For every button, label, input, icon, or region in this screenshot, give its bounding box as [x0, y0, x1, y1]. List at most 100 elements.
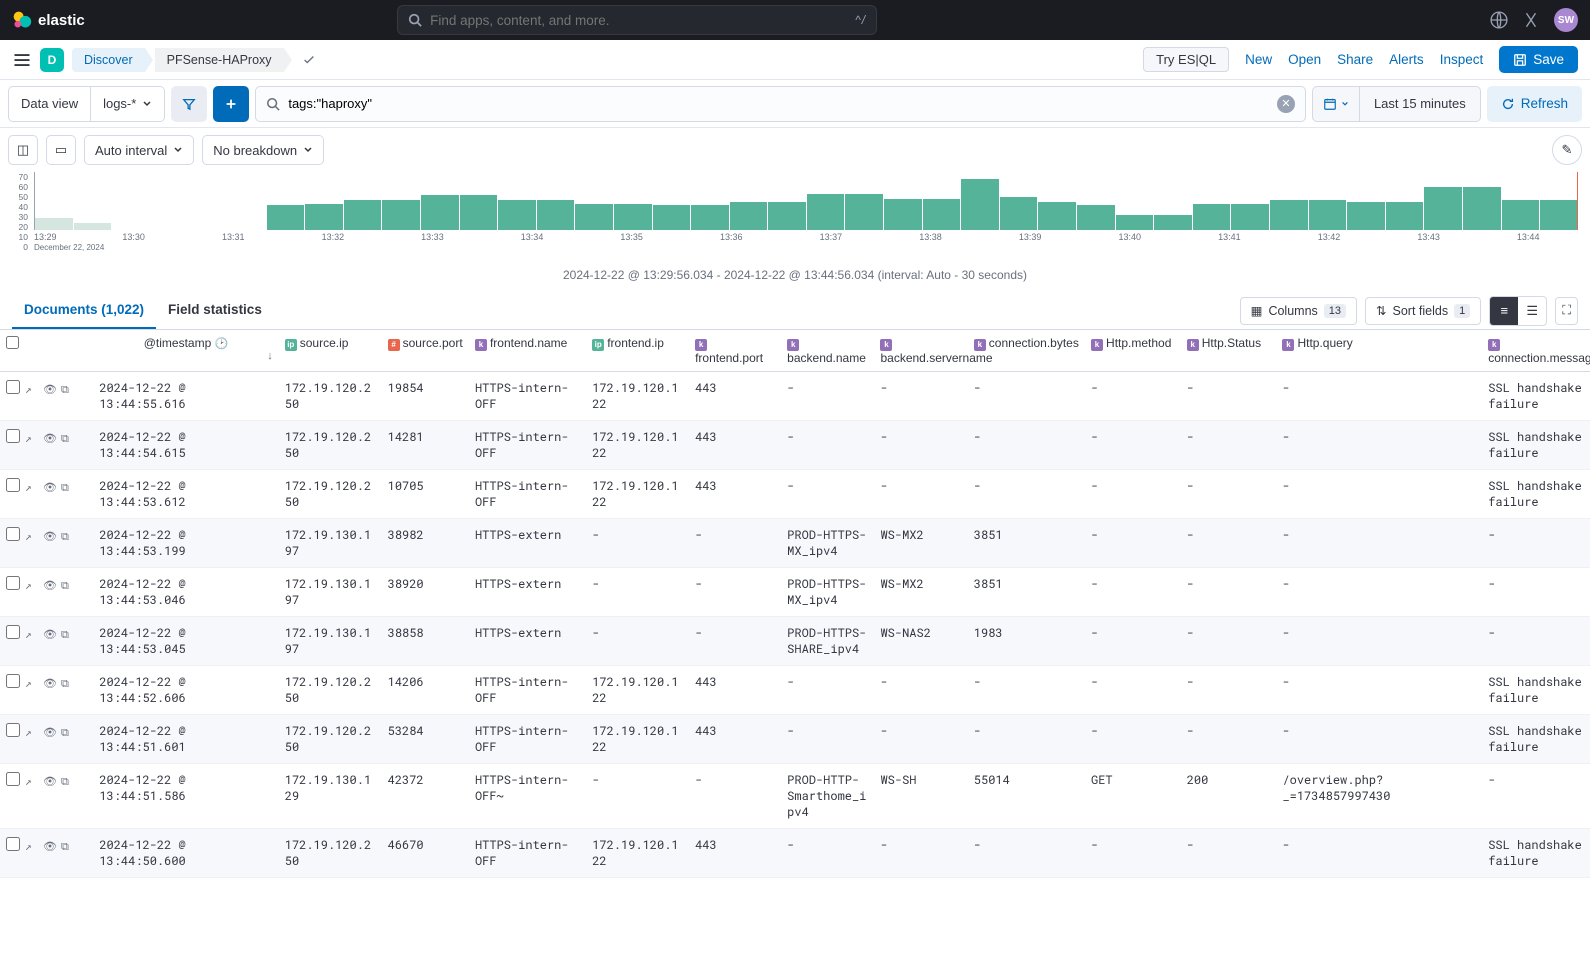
histogram-bar[interactable]	[267, 205, 305, 230]
view-doc-icon[interactable]: 👁	[43, 381, 56, 394]
column-header[interactable]: kfrontend.name	[469, 330, 586, 372]
row-checkbox[interactable]	[6, 576, 20, 590]
histogram-chart[interactable]: 706050403020100 13:29December 22, 202413…	[0, 172, 1590, 262]
column-header[interactable]: ipsource.ip	[279, 330, 382, 372]
row-checkbox[interactable]	[6, 772, 20, 786]
histogram-bar[interactable]	[730, 202, 768, 230]
view-doc-icon[interactable]: 👁	[43, 724, 56, 737]
histogram-bar[interactable]	[1463, 187, 1501, 230]
copy-icon[interactable]: ⧉	[61, 838, 74, 851]
expand-icon[interactable]: ↗	[25, 724, 38, 737]
view-doc-icon[interactable]: 👁	[43, 430, 56, 443]
globe-icon[interactable]	[1490, 11, 1508, 29]
column-header[interactable]: kfrontend.port	[689, 330, 781, 372]
copy-icon[interactable]: ⧉	[61, 675, 74, 688]
histogram-bar[interactable]	[1077, 205, 1115, 230]
histogram-bar[interactable]	[1270, 200, 1308, 230]
histogram-bar[interactable]	[537, 200, 575, 230]
histogram-bar[interactable]	[74, 223, 112, 230]
column-header[interactable]: kconnection.bytes	[968, 330, 1085, 372]
row-checkbox[interactable]	[6, 527, 20, 541]
histogram-bar[interactable]	[923, 199, 961, 230]
row-checkbox[interactable]	[6, 837, 20, 851]
fullscreen-button[interactable]: ⛶	[1555, 297, 1578, 325]
expand-icon[interactable]: ↗	[25, 626, 38, 639]
column-header[interactable]: kbackend.name	[781, 330, 874, 372]
histogram-bar[interactable]	[884, 199, 922, 230]
histogram-bar[interactable]	[614, 204, 652, 231]
histogram-bar[interactable]	[1038, 202, 1076, 230]
global-search-input[interactable]	[430, 13, 847, 28]
histogram-bar[interactable]	[1424, 187, 1462, 230]
histogram-bar[interactable]	[35, 218, 73, 230]
toggle-histogram-button[interactable]: ▭	[46, 135, 76, 165]
histogram-bar[interactable]	[498, 200, 536, 230]
expand-icon[interactable]: ↗	[25, 577, 38, 590]
histogram-bar[interactable]	[691, 205, 729, 230]
histogram-bar[interactable]	[1309, 200, 1347, 230]
row-checkbox[interactable]	[6, 625, 20, 639]
lens-edit-button[interactable]: ✎	[1552, 135, 1582, 165]
help-icon[interactable]	[1522, 11, 1540, 29]
copy-icon[interactable]: ⧉	[61, 430, 74, 443]
breadcrumb-saved-search[interactable]: PFSense-HAProxy	[155, 48, 284, 72]
histogram-bar[interactable]	[382, 200, 420, 230]
histogram-bar[interactable]	[421, 195, 459, 230]
histogram-bar[interactable]	[1193, 204, 1231, 231]
copy-icon[interactable]: ⧉	[61, 479, 74, 492]
expand-icon[interactable]: ↗	[25, 838, 38, 851]
histogram-bar[interactable]	[768, 202, 806, 230]
column-header[interactable]: ipfrontend.ip	[586, 330, 689, 372]
histogram-bar[interactable]	[305, 204, 343, 231]
histogram-bar[interactable]	[845, 194, 883, 230]
view-doc-icon[interactable]: 👁	[43, 675, 56, 688]
copy-icon[interactable]: ⧉	[61, 577, 74, 590]
histogram-bar[interactable]	[961, 179, 999, 230]
view-doc-icon[interactable]: 👁	[43, 528, 56, 541]
columns-button[interactable]: ▦ Columns 13	[1240, 297, 1357, 325]
user-avatar[interactable]: SW	[1554, 8, 1578, 32]
density-compact[interactable]: ≡	[1490, 297, 1518, 325]
histogram-bar[interactable]	[460, 195, 498, 230]
app-badge[interactable]: D	[40, 48, 64, 72]
tab-documents[interactable]: Documents (1,022)	[12, 292, 156, 329]
alerts-button[interactable]: Alerts	[1389, 52, 1424, 67]
add-filter-button[interactable]	[213, 86, 249, 122]
copy-icon[interactable]: ⧉	[61, 626, 74, 639]
breakdown-selector[interactable]: No breakdown	[202, 135, 324, 165]
column-header[interactable]: kHttp.method	[1085, 330, 1181, 372]
copy-icon[interactable]: ⧉	[61, 724, 74, 737]
breadcrumb-app[interactable]: Discover	[72, 48, 145, 72]
histogram-bar[interactable]	[1154, 215, 1192, 230]
histogram-bar[interactable]	[344, 200, 382, 230]
row-checkbox[interactable]	[6, 380, 20, 394]
row-checkbox[interactable]	[6, 429, 20, 443]
try-esql-button[interactable]: Try ES|QL	[1143, 47, 1229, 72]
tab-field-statistics[interactable]: Field statistics	[156, 292, 274, 329]
kql-input[interactable]	[288, 96, 1269, 111]
histogram-bar[interactable]	[807, 194, 845, 230]
view-doc-icon[interactable]: 👁	[43, 838, 56, 851]
interval-selector[interactable]: Auto interval	[84, 135, 194, 165]
copy-icon[interactable]: ⧉	[61, 381, 74, 394]
histogram-bar[interactable]	[1000, 197, 1038, 230]
expand-icon[interactable]: ↗	[25, 479, 38, 492]
view-doc-icon[interactable]: 👁	[43, 773, 56, 786]
row-checkbox[interactable]	[6, 478, 20, 492]
copy-icon[interactable]: ⧉	[61, 528, 74, 541]
calendar-button[interactable]	[1313, 87, 1360, 121]
time-picker[interactable]: Last 15 minutes	[1312, 86, 1481, 122]
toggle-sidebar-button[interactable]: ◫	[8, 135, 38, 165]
dataview-selector[interactable]: Data view logs-*	[8, 86, 165, 122]
histogram-bar[interactable]	[1502, 200, 1540, 230]
expand-icon[interactable]: ↗	[25, 430, 38, 443]
clear-query-button[interactable]: ✕	[1277, 95, 1295, 113]
open-button[interactable]: Open	[1288, 52, 1321, 67]
histogram-bar[interactable]	[653, 205, 691, 230]
new-button[interactable]: New	[1245, 52, 1272, 67]
nav-toggle-icon[interactable]	[12, 50, 32, 70]
inspect-button[interactable]: Inspect	[1440, 52, 1484, 67]
column-header[interactable]: kconnection.message	[1482, 330, 1590, 372]
histogram-bar[interactable]	[1386, 202, 1424, 230]
column-header[interactable]: #source.port	[382, 330, 469, 372]
